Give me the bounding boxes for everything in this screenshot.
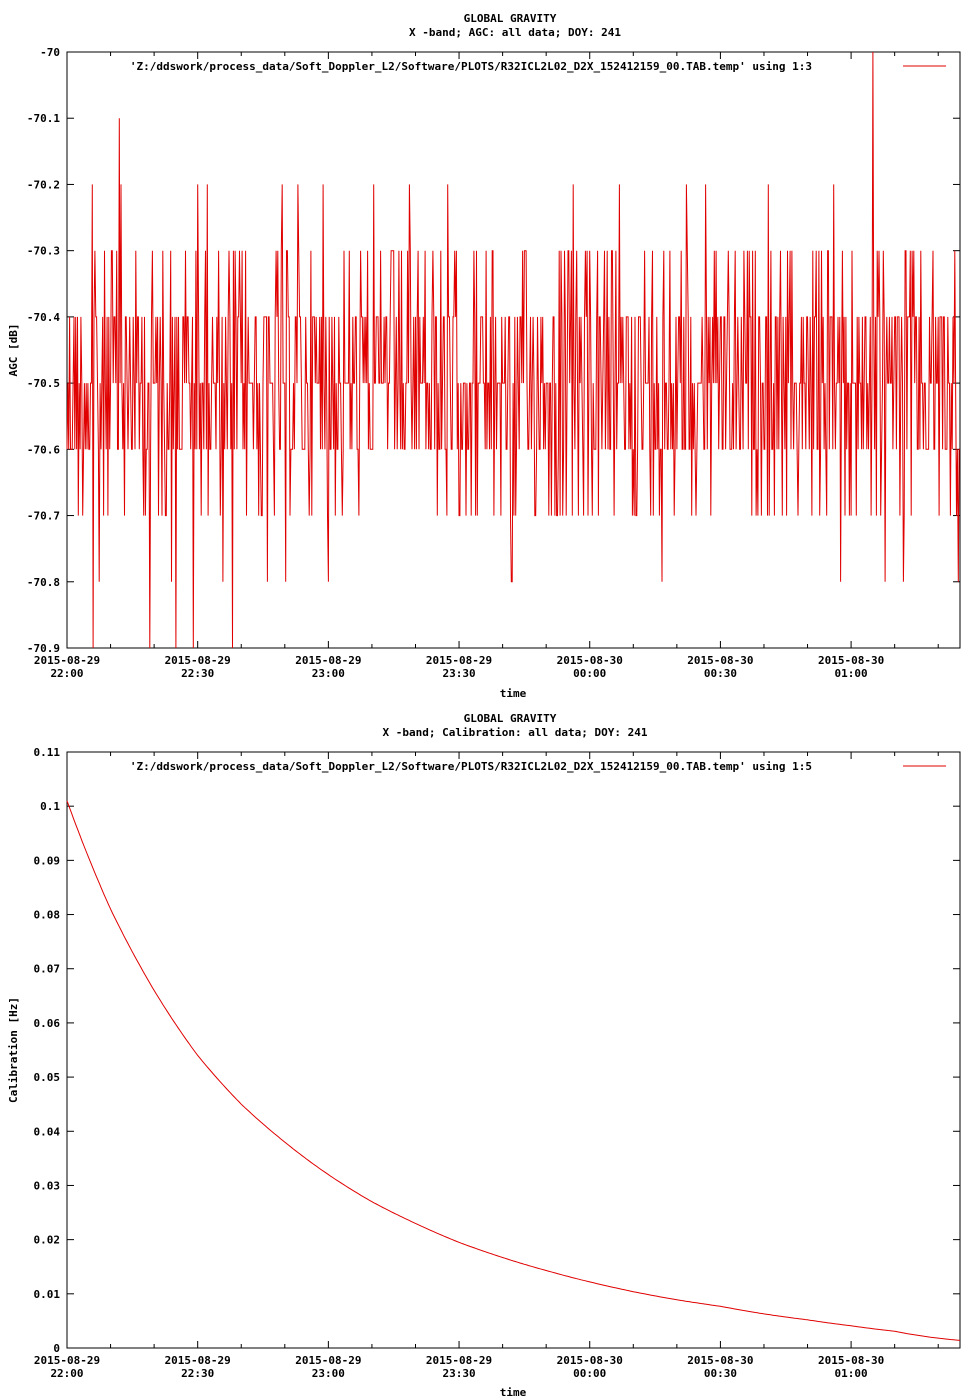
agc-chart: GLOBAL GRAVITY X -band; AGC: all data; D… bbox=[7, 12, 961, 700]
legend-label: 'Z:/ddswork/process_data/Soft_Doppler_L2… bbox=[130, 760, 812, 773]
x-tick-time: 01:00 bbox=[835, 667, 868, 680]
x-tick-date: 2015-08-30 bbox=[687, 1354, 753, 1367]
x-tick-time: 22:30 bbox=[181, 667, 214, 680]
calibration-series bbox=[66, 800, 961, 1341]
chart-title: GLOBAL GRAVITY bbox=[464, 712, 557, 725]
x-tick-date: 2015-08-30 bbox=[557, 654, 623, 667]
y-tick-label: 0.05 bbox=[34, 1071, 61, 1084]
plot-frame bbox=[66, 51, 961, 649]
y-tick-label: 0.09 bbox=[34, 854, 61, 867]
y-tick-label: 0.11 bbox=[34, 746, 61, 759]
y-tick-label: -70.9 bbox=[27, 642, 60, 655]
y-tick-label: 0.08 bbox=[34, 909, 61, 922]
x-tick-date: 2015-08-30 bbox=[818, 654, 884, 667]
y-tick-label: 0 bbox=[53, 1342, 60, 1355]
y-tick-label: 0.03 bbox=[34, 1179, 61, 1192]
series-line bbox=[66, 51, 960, 649]
x-tick-date: 2015-08-29 bbox=[426, 654, 492, 667]
chart-subtitle: X -band; Calibration: all data; DOY: 241 bbox=[383, 726, 648, 739]
y-tick-label: -70.2 bbox=[27, 178, 60, 191]
x-tick-time: 00:30 bbox=[704, 667, 737, 680]
x-tick-time: 23:30 bbox=[442, 667, 475, 680]
x-tick-date: 2015-08-29 bbox=[426, 1354, 492, 1367]
plot-frame bbox=[66, 751, 961, 1349]
y-tick-label: -70.3 bbox=[27, 245, 60, 258]
y-tick-label: 0.04 bbox=[34, 1125, 61, 1138]
x-axis-ticks: 2015-08-2922:002015-08-2922:302015-08-29… bbox=[34, 752, 939, 1380]
y-tick-label: 0.06 bbox=[34, 1017, 61, 1030]
y-axis-ticks: 0 0.01 0.02 0.03 0.04 0.05 0.06 0.07 0.08 0.09 0.1… bbox=[34, 746, 960, 1355]
y-axis-label: Calibration [Hz] bbox=[7, 997, 20, 1103]
x-tick-date: 2015-08-29 bbox=[165, 1354, 231, 1367]
y-tick-label: 0.07 bbox=[34, 963, 61, 976]
x-tick-time: 23:30 bbox=[442, 1367, 475, 1380]
chart-title: GLOBAL GRAVITY bbox=[464, 12, 557, 25]
x-tick-time: 23:00 bbox=[312, 667, 345, 680]
x-tick-date: 2015-08-29 bbox=[295, 654, 361, 667]
y-tick-label: 0.01 bbox=[34, 1288, 61, 1301]
x-tick-time: 01:00 bbox=[835, 1367, 868, 1380]
y-tick-label: -70 bbox=[40, 46, 60, 59]
x-tick-date: 2015-08-29 bbox=[34, 1354, 100, 1367]
y-tick-label: -70.5 bbox=[27, 377, 60, 390]
x-tick-date: 2015-08-29 bbox=[34, 654, 100, 667]
x-tick-date: 2015-08-30 bbox=[687, 654, 753, 667]
y-tick-label: -70.4 bbox=[27, 311, 60, 324]
series-line bbox=[66, 800, 961, 1341]
x-tick-time: 22:00 bbox=[50, 667, 83, 680]
x-tick-time: 22:00 bbox=[50, 1367, 83, 1380]
x-tick-time: 00:00 bbox=[573, 667, 606, 680]
chart-subtitle: X -band; AGC: all data; DOY: 241 bbox=[409, 26, 621, 39]
x-axis-label: time bbox=[500, 687, 527, 700]
calibration-chart: GLOBAL GRAVITY X -band; Calibration: all… bbox=[7, 712, 961, 1399]
x-tick-time: 23:00 bbox=[312, 1367, 345, 1380]
y-tick-label: -70.6 bbox=[27, 443, 60, 456]
x-tick-time: 00:30 bbox=[704, 1367, 737, 1380]
y-tick-label: 0.02 bbox=[34, 1234, 61, 1247]
x-tick-time: 22:30 bbox=[181, 1367, 214, 1380]
y-axis-ticks: -70 -70.1 -70.2 -70.3 -70.4 -70.5 -70.6 -70.7 -7… bbox=[27, 46, 960, 655]
y-tick-label: -70.7 bbox=[27, 510, 60, 523]
x-axis-ticks: 2015-08-2922:002015-08-2922:302015-08-29… bbox=[34, 52, 939, 680]
x-tick-date: 2015-08-29 bbox=[165, 654, 231, 667]
y-tick-label: -70.8 bbox=[27, 576, 60, 589]
x-tick-date: 2015-08-29 bbox=[295, 1354, 361, 1367]
x-tick-date: 2015-08-30 bbox=[818, 1354, 884, 1367]
x-tick-date: 2015-08-30 bbox=[557, 1354, 623, 1367]
x-axis-label: time bbox=[500, 1386, 527, 1399]
x-tick-time: 00:00 bbox=[573, 1367, 606, 1380]
agc-series bbox=[66, 51, 960, 649]
y-tick-label: -70.1 bbox=[27, 112, 60, 125]
y-axis-label: AGC [dB] bbox=[7, 324, 20, 377]
y-tick-label: 0.1 bbox=[40, 800, 60, 813]
legend-label: 'Z:/ddswork/process_data/Soft_Doppler_L2… bbox=[130, 60, 812, 73]
